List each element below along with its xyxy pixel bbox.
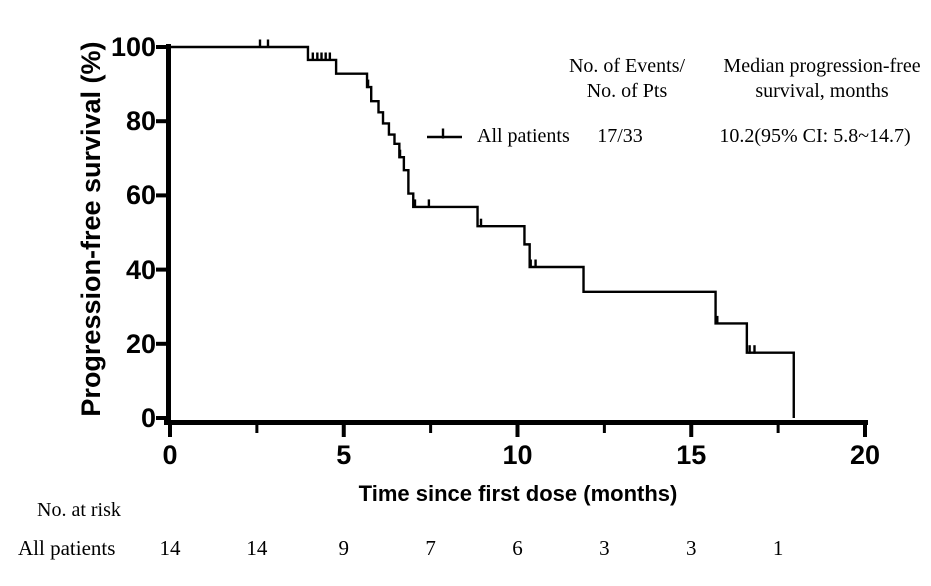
x-tick-label: 5 <box>336 440 352 470</box>
y-axis-title: Progression-free survival (%) <box>76 41 106 417</box>
at-risk-value: 3 <box>599 536 610 560</box>
legend-series-label: All patients <box>477 125 570 147</box>
legend-median-value: 10.2(95% CI: 5.8~14.7) <box>719 125 911 147</box>
y-tick-label: 80 <box>125 106 156 137</box>
x-axis-title: Time since first dose (months) <box>358 481 678 506</box>
at-risk-value: 9 <box>338 536 350 560</box>
at-risk-value: 1 <box>772 536 784 560</box>
at-risk-value: 3 <box>686 536 697 560</box>
y-tick-label: 20 <box>125 328 156 359</box>
at-risk-value: 6 <box>512 536 523 560</box>
at-risk-value: 7 <box>425 536 436 560</box>
x-tick-label: 20 <box>849 440 881 470</box>
x-tick-label: 10 <box>502 440 533 470</box>
legend-header-median: Median progression-free survival, months <box>723 55 921 102</box>
x-tick-label: 15 <box>676 440 707 470</box>
at-risk-value: 14 <box>159 536 181 560</box>
at-risk-title: No. at risk <box>37 499 121 521</box>
y-tick-label: 100 <box>110 32 156 62</box>
x-tick-label: 0 <box>162 440 178 470</box>
at-risk-value: 14 <box>246 536 268 560</box>
y-tick-label: 40 <box>125 254 156 285</box>
at-risk-row-label: All patients <box>18 536 116 560</box>
y-tick-label: 0 <box>140 403 156 433</box>
legend-events-value: 17/33 <box>597 125 643 147</box>
legend-header-events: No. of Events/ No. of Pts <box>568 55 686 102</box>
y-tick-label: 60 <box>125 180 156 211</box>
